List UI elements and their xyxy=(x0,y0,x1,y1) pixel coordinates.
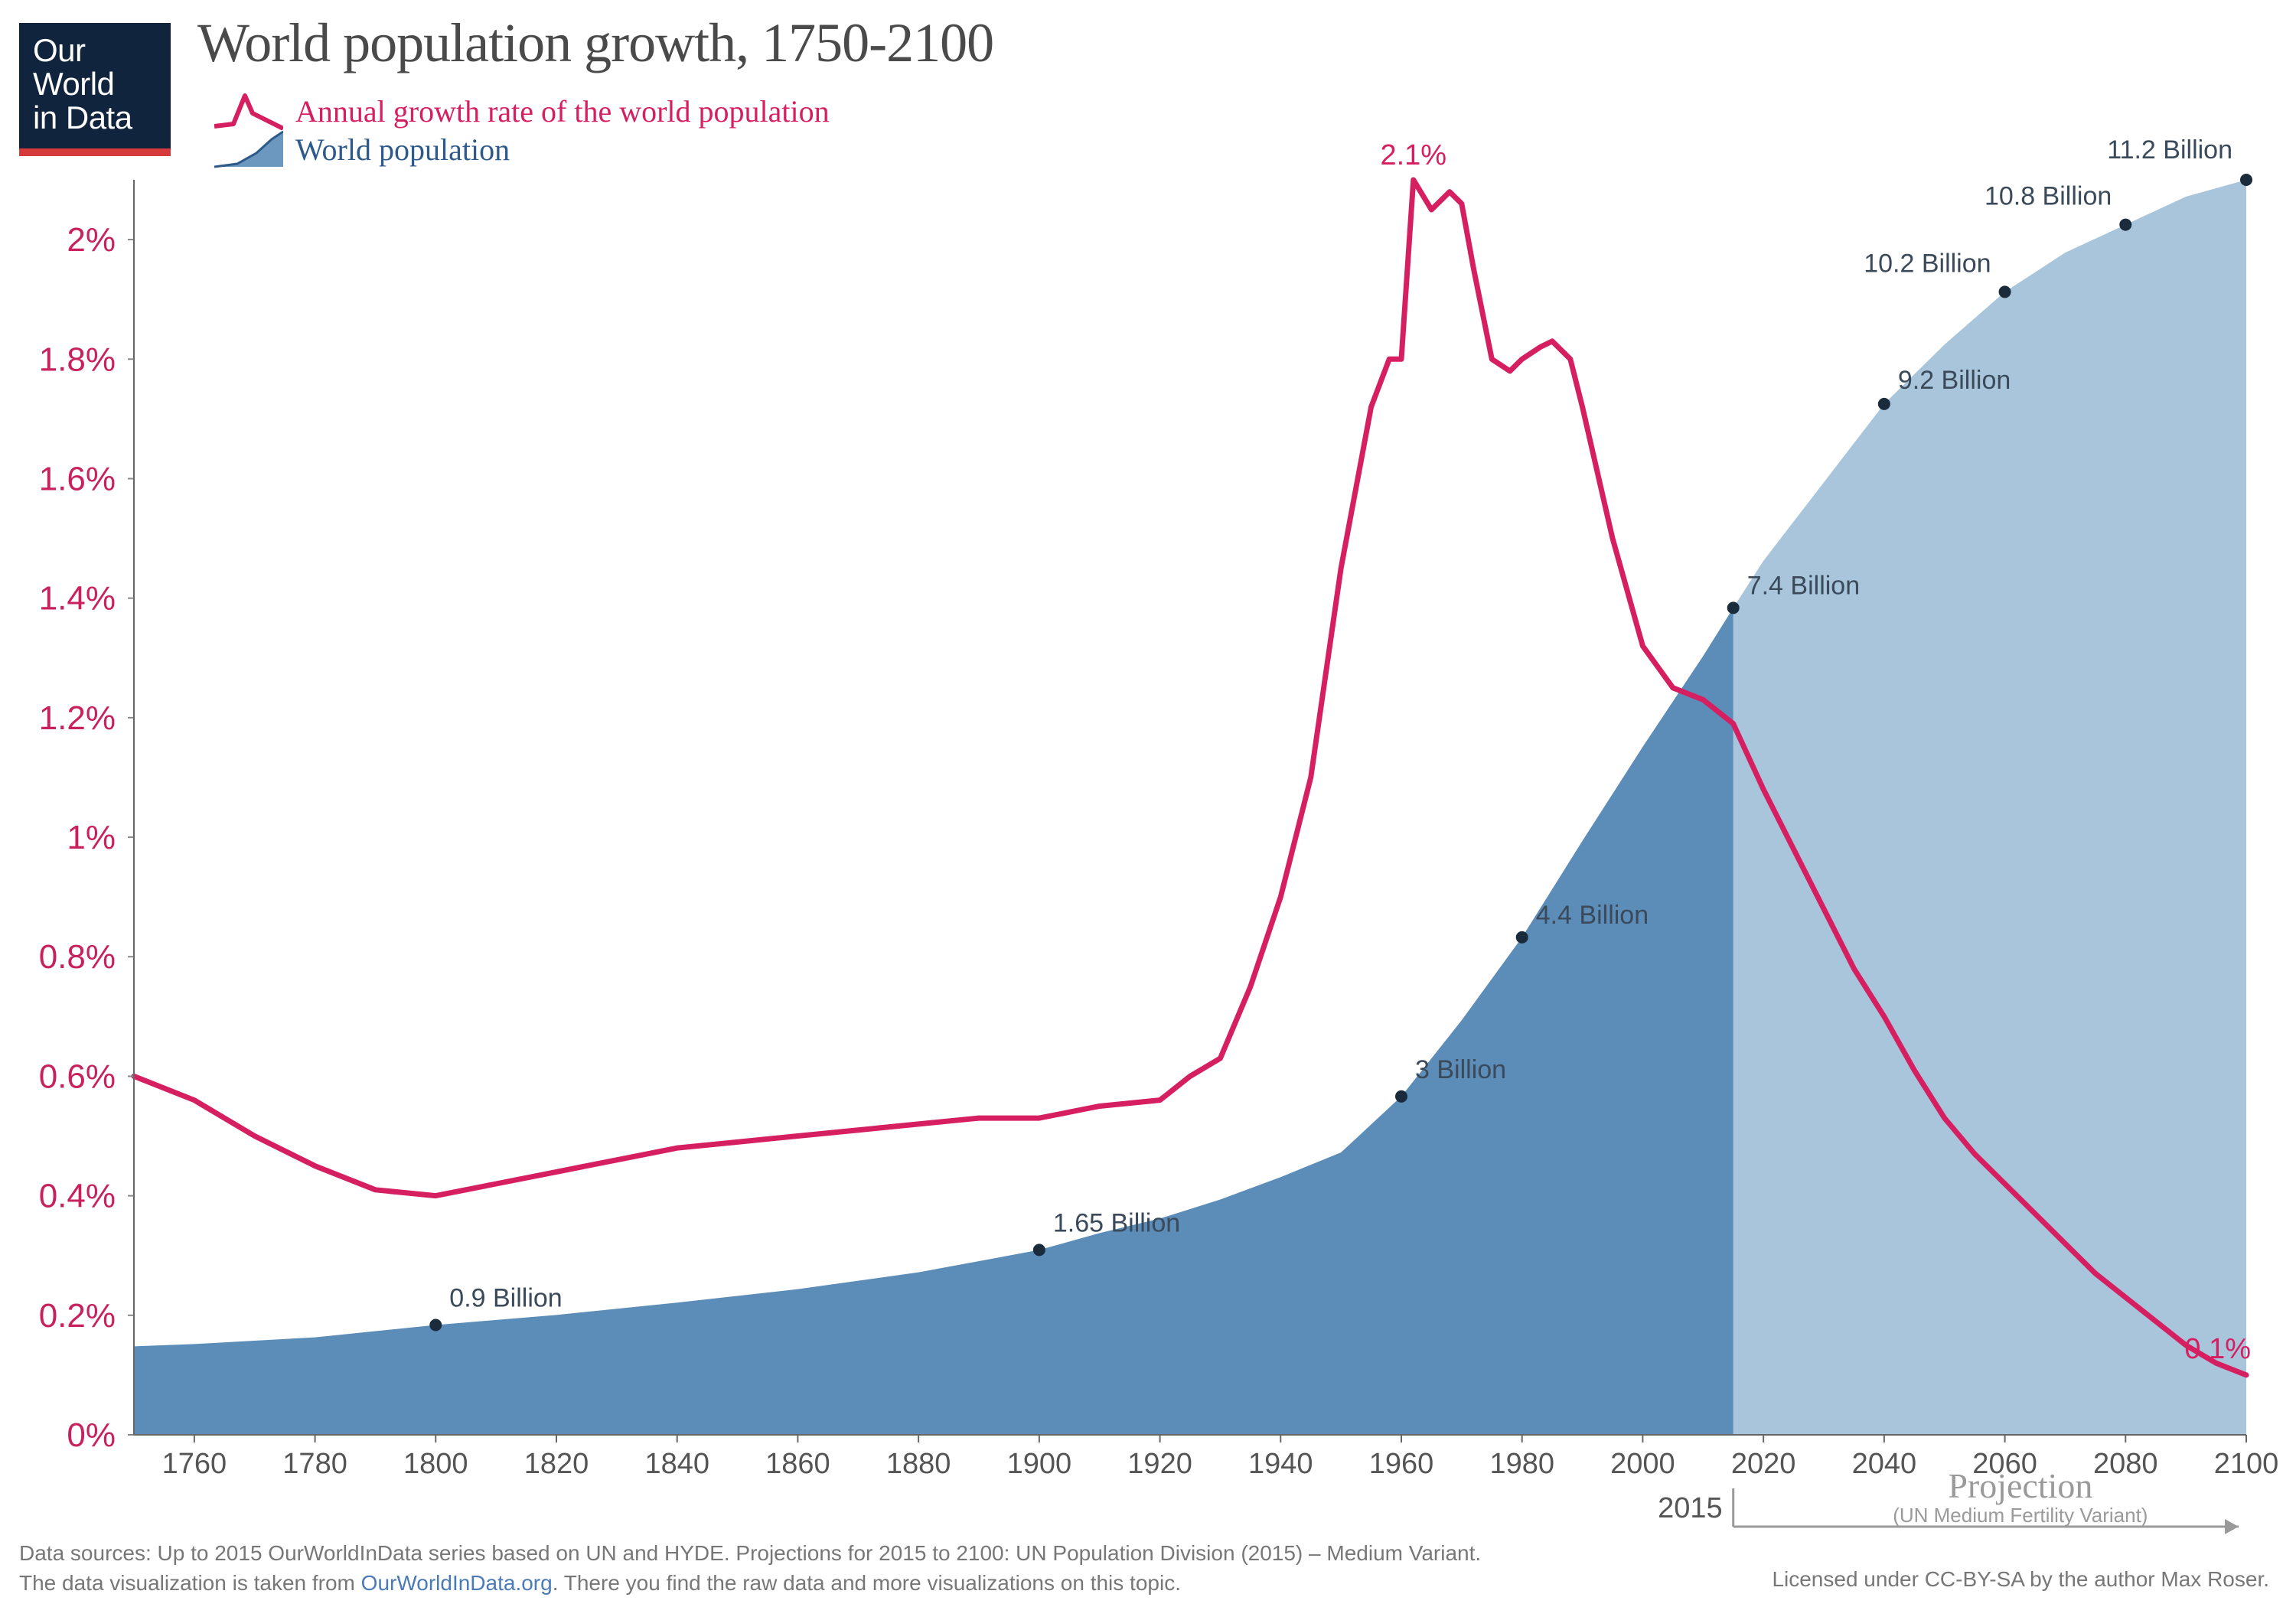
population-marker xyxy=(2119,219,2131,231)
population-marker xyxy=(1033,1244,1045,1256)
y-tick-label: 1.2% xyxy=(39,699,116,737)
y-tick-label: 1% xyxy=(67,819,116,856)
chart-plot: 0% 0.2% 0.4% 0.6% 0.8% 1% 1.2% 1.4% 1.6% 1.8% 2% 17… xyxy=(0,0,2296,1607)
x-tick-label: 2100 xyxy=(2214,1448,2279,1480)
y-tick-label: 0.6% xyxy=(39,1058,116,1095)
population-marker xyxy=(429,1319,442,1332)
x-tick-label: 2000 xyxy=(1610,1448,1675,1480)
x-tick-label: 1880 xyxy=(886,1448,951,1480)
population-marker xyxy=(1727,601,1740,614)
population-label: 10.2 Billion xyxy=(1864,249,1991,278)
x-tick-label: 1980 xyxy=(1489,1448,1554,1480)
population-label: 3 Billion xyxy=(1415,1055,1506,1084)
footer-link[interactable]: OurWorldInData.org xyxy=(361,1571,553,1595)
x-tick-label: 1820 xyxy=(524,1448,589,1480)
y-tick-label: 0.8% xyxy=(39,938,116,976)
footer-line1: Data sources: Up to 2015 OurWorldInData … xyxy=(19,1538,1481,1568)
population-label: 11.2 Billion xyxy=(2107,135,2232,165)
population-area xyxy=(134,608,1733,1435)
x-tick-label: 1960 xyxy=(1369,1448,1434,1480)
x-tick-label: 2080 xyxy=(2093,1448,2158,1480)
peak-label: 2.1% xyxy=(1380,139,1446,171)
y-tick-label: 1.4% xyxy=(39,580,116,618)
population-label: 1.65 Billion xyxy=(1053,1208,1180,1237)
license-link[interactable]: CC-BY-SA xyxy=(1925,1567,2024,1591)
population-marker xyxy=(2240,174,2252,186)
x-tick-label: 1800 xyxy=(403,1448,468,1480)
y-tick-label: 0.4% xyxy=(39,1178,116,1215)
footer: Data sources: Up to 2015 OurWorldInData … xyxy=(19,1538,1481,1598)
split-year-label: 2015 xyxy=(1658,1492,1723,1524)
x-tick-label: 1920 xyxy=(1127,1448,1192,1480)
population-label: 4.4 Billion xyxy=(1536,901,1649,930)
population-marker xyxy=(1878,398,1890,410)
y-tick-label: 2% xyxy=(67,221,116,259)
end-label: 0.1% xyxy=(2184,1333,2251,1365)
population-label: 7.4 Billion xyxy=(1747,571,1860,600)
x-tick-label: 2020 xyxy=(1731,1448,1796,1480)
population-marker xyxy=(1999,285,2011,298)
x-tick-label: 1840 xyxy=(644,1448,709,1480)
projection-label: Projection xyxy=(1948,1466,2092,1505)
population-label: 10.8 Billion xyxy=(1985,182,2112,211)
y-tick-label: 1.8% xyxy=(39,341,116,378)
footer-line2: The data visualization is taken from Our… xyxy=(19,1568,1481,1598)
x-tick-label: 1760 xyxy=(162,1448,227,1480)
x-tick-label: 2040 xyxy=(1852,1448,1917,1480)
population-marker xyxy=(1516,931,1528,944)
population-label: 9.2 Billion xyxy=(1898,366,2011,395)
y-tick-label: 0% xyxy=(67,1416,116,1454)
population-label: 0.9 Billion xyxy=(449,1284,562,1313)
projection-sub: (UN Medium Fertility Variant) xyxy=(1893,1504,2148,1527)
x-tick-label: 1940 xyxy=(1248,1448,1313,1480)
x-tick-label: 1900 xyxy=(1007,1448,1072,1480)
population-marker xyxy=(1395,1090,1407,1103)
x-tick-label: 1860 xyxy=(765,1448,830,1480)
y-tick-label: 0.2% xyxy=(39,1297,116,1335)
x-tick-label: 1780 xyxy=(282,1448,347,1480)
y-tick-label: 1.6% xyxy=(39,460,116,497)
footer-right: Licensed under CC-BY-SA by the author Ma… xyxy=(1772,1567,2269,1592)
